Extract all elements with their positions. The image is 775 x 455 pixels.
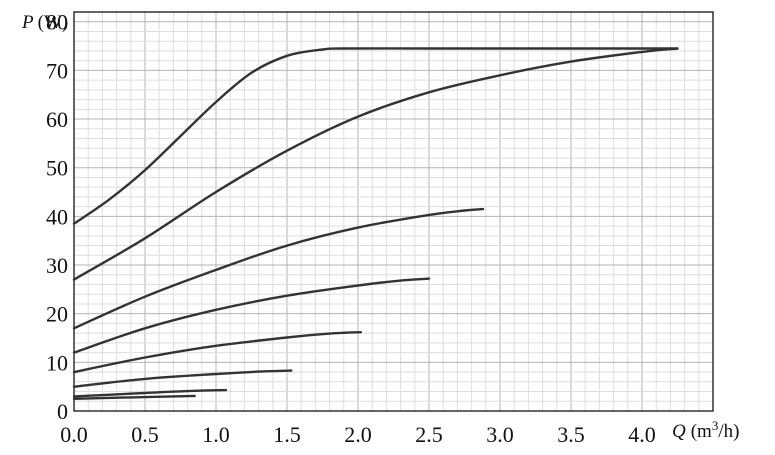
x-tick-label: 0.5 — [131, 422, 159, 447]
x-tick-label: 2.5 — [415, 422, 443, 447]
x-tick-label: 2.0 — [344, 422, 372, 447]
x-tick-label: 3.5 — [557, 422, 585, 447]
series-line-4 — [72, 277, 431, 354]
x-axis-symbol: Q — [672, 421, 686, 442]
plot-frame — [73, 11, 714, 412]
y-tick-labels: 0 10 20 30 40 50 60 70 80 — [46, 10, 68, 424]
y-tick-label: 40 — [46, 204, 68, 229]
x-axis-label: Q (m3/h) — [672, 418, 739, 442]
y-tick-label: 20 — [46, 302, 68, 327]
series-line-2 — [72, 47, 679, 281]
y-tick-label: 30 — [46, 253, 68, 278]
series-line-1 — [72, 47, 679, 225]
y-tick-label: 60 — [46, 107, 68, 132]
series-line-8 — [72, 394, 196, 400]
x-tick-label: 3.0 — [486, 422, 514, 447]
x-tick-label: 0.0 — [60, 422, 88, 447]
y-axis-symbol: P — [21, 12, 34, 33]
x-tick-label: 4.0 — [628, 422, 656, 447]
y-tick-label: 10 — [46, 350, 68, 375]
y-tick-label: 70 — [46, 58, 68, 83]
y-tick-label: 0 — [57, 399, 68, 424]
series-layer — [72, 47, 679, 400]
x-tick-labels: 0.0 0.5 1.0 1.5 2.0 2.5 3.0 3.5 4.0 — [60, 422, 656, 447]
x-tick-label: 1.5 — [273, 422, 301, 447]
series-line-7 — [72, 388, 228, 398]
y-axis-label: P (W) — [21, 12, 68, 33]
y-axis-unit: W — [44, 12, 62, 33]
y-tick-label: 80 — [46, 10, 68, 35]
series-line-3 — [72, 207, 485, 330]
grid — [73, 11, 714, 412]
x-tick-label: 1.0 — [202, 422, 230, 447]
series-line-5 — [72, 331, 362, 374]
series-line-6 — [72, 369, 293, 388]
y-tick-label: 50 — [46, 156, 68, 181]
